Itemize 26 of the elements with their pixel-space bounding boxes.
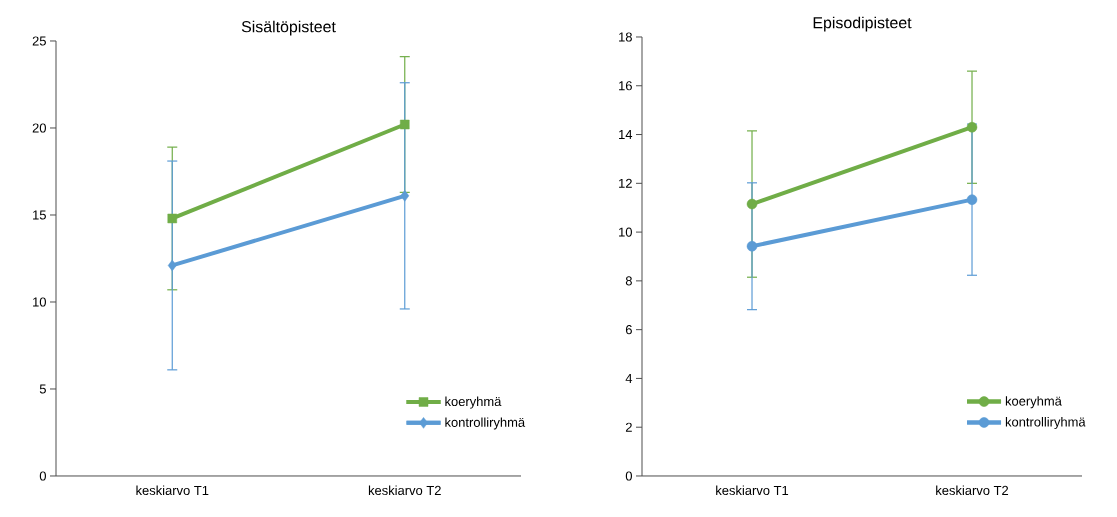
legend-label: koeryhmä: [445, 396, 502, 409]
y-tick-label: 8: [625, 276, 632, 286]
y-tick-label: 14: [619, 130, 633, 139]
y-tick-label: 15: [33, 210, 46, 220]
y-tick-label: 2: [625, 422, 632, 432]
legend-label: kontrolliryhmä: [445, 417, 526, 430]
y-tick-label: 10: [619, 227, 632, 237]
legend-label: koeryhmä: [1005, 396, 1062, 409]
y-tick-label: 0: [39, 471, 46, 481]
chart-title: Episodipisteet: [813, 16, 912, 32]
y-tick-label: 4: [625, 373, 633, 383]
y-tick-label: 10: [33, 297, 46, 307]
y-tick-label: 16: [619, 81, 632, 91]
x-tick-label: keskiarvo T1: [716, 485, 789, 496]
x-tick-label: keskiarvo T2: [368, 485, 441, 496]
chart-title: Sisältöpisteet: [241, 20, 336, 36]
y-tick-label: 20: [32, 123, 46, 133]
y-tick-label: 0: [625, 471, 632, 481]
legend-label: kontrolliryhmä: [1005, 417, 1086, 430]
x-tick-label: keskiarvo T2: [936, 485, 1009, 496]
y-tick-label: 6: [625, 325, 632, 335]
y-tick-label: 12: [619, 178, 632, 188]
y-tick-label: 25: [32, 36, 46, 46]
y-tick-label: 5: [39, 384, 46, 394]
y-tick-label: 18: [619, 32, 632, 42]
x-tick-label: keskiarvo T1: [136, 485, 209, 496]
